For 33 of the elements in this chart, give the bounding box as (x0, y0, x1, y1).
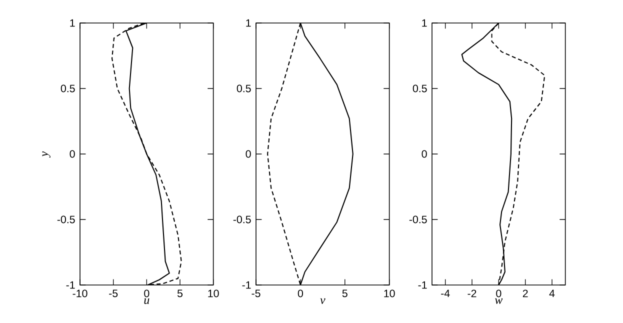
y-tick-label: 1 (70, 19, 75, 27)
x-tick-label: 2 (522, 290, 528, 298)
y-axis-title: y (42, 151, 50, 158)
x-tick-label: 0 (144, 290, 150, 298)
x-tick-label: -5 (252, 290, 260, 298)
x-tick-label: -2 (468, 290, 476, 298)
x-tick-label: -10 (72, 290, 88, 298)
y-tick-label: 0.5 (60, 84, 75, 92)
y-tick-label: 1 (422, 19, 427, 27)
y-tick-label: -1 (418, 281, 427, 289)
y-tick-label: 0 (246, 150, 251, 158)
y-tick-label: 1 (246, 19, 251, 27)
y-tick-label: 0 (70, 150, 75, 158)
x-tick-label: 10 (384, 290, 395, 298)
x-axis-title: v (320, 298, 326, 304)
y-tick-label: -0.5 (57, 216, 75, 224)
y-tick-label: 0.5 (412, 84, 427, 92)
x-tick-label: 5 (342, 290, 348, 298)
y-tick-label: -0.5 (409, 216, 427, 224)
y-tick-label: -1 (66, 281, 75, 289)
x-tick-label: 0 (496, 290, 502, 298)
x-tick-label: -4 (441, 290, 450, 298)
y-tick-label: 0.5 (236, 84, 251, 92)
x-tick-label: 10 (208, 290, 219, 298)
y-tick-label: -1 (242, 281, 251, 289)
y-tick-label: -0.5 (233, 216, 251, 224)
x-tick-label: 4 (549, 290, 555, 298)
x-axis-title: w (494, 298, 503, 304)
x-tick-label: 0 (298, 290, 304, 298)
x-axis-title: u (144, 298, 150, 304)
x-tick-label: -5 (109, 290, 118, 298)
y-tick-label: 0 (422, 150, 427, 158)
x-tick-label: 5 (177, 290, 183, 298)
